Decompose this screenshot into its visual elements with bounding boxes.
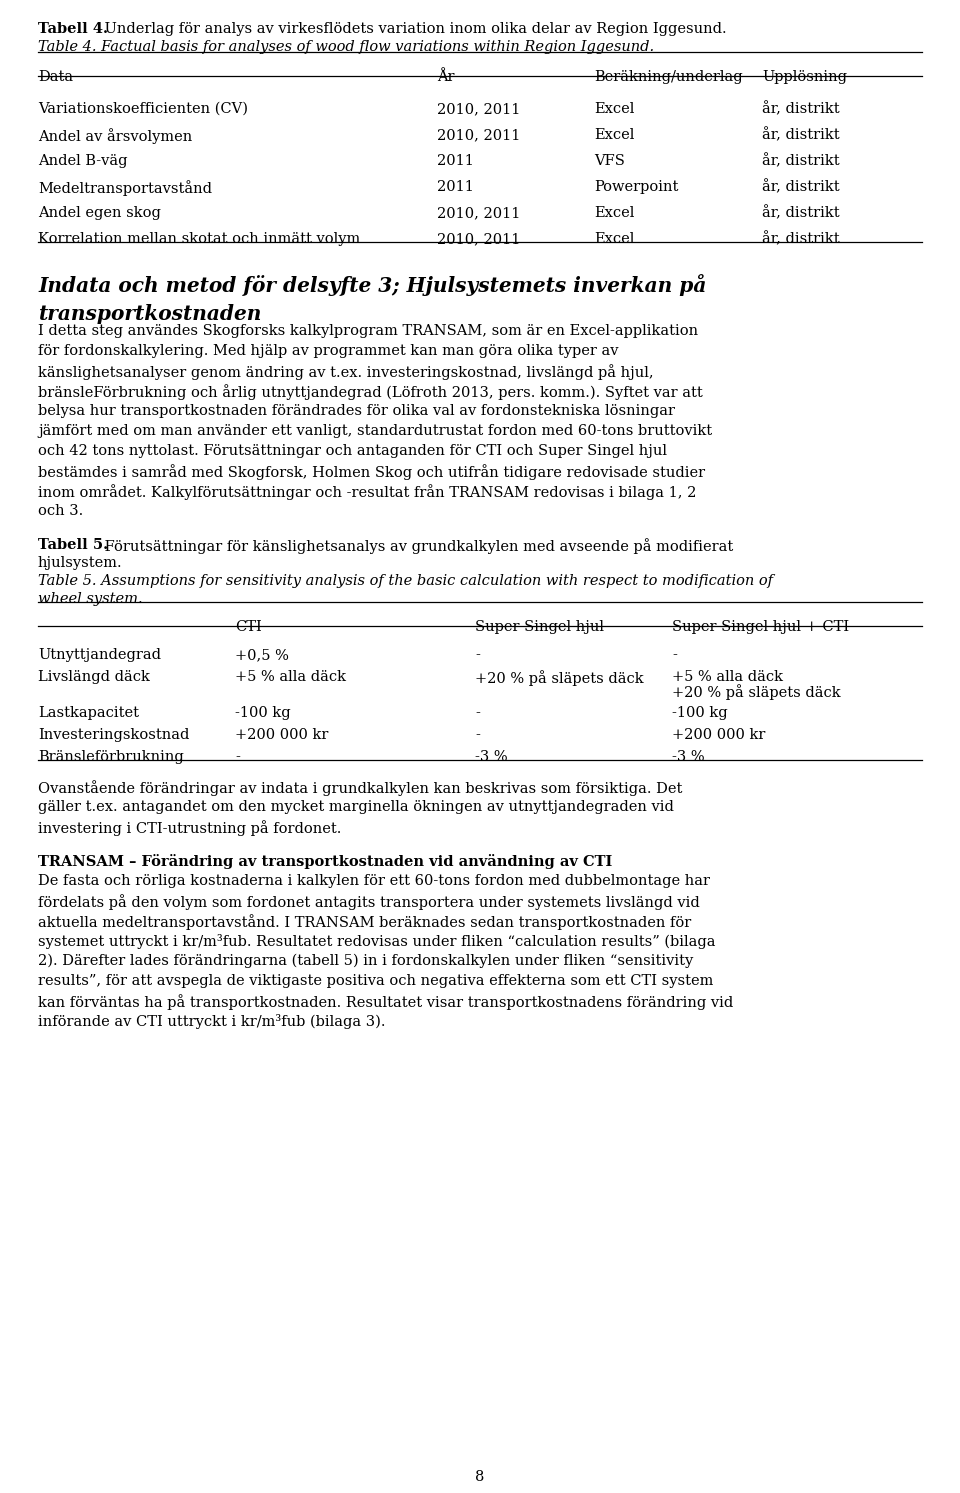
Text: Table 4. Factual basis for analyses of wood flow variations within Region Iggesu: Table 4. Factual basis for analyses of w… <box>38 40 654 54</box>
Text: -3 %: -3 % <box>672 749 705 764</box>
Text: Andel egen skog: Andel egen skog <box>38 206 161 219</box>
Text: 2010, 2011: 2010, 2011 <box>437 102 520 116</box>
Text: år, distrikt: år, distrikt <box>762 128 840 142</box>
Text: -100 kg: -100 kg <box>672 706 728 720</box>
Text: 2010, 2011: 2010, 2011 <box>437 231 520 246</box>
Text: Super Singel hjul: Super Singel hjul <box>475 620 604 635</box>
Text: hjulsystem.: hjulsystem. <box>38 555 123 570</box>
Text: Indata och metod för delsyfte 3; Hjulsystemets inverkan på: Indata och metod för delsyfte 3; Hjulsys… <box>38 275 707 296</box>
Text: belysa hur transportkostnaden förändrades för olika val av fordonstekniska lösni: belysa hur transportkostnaden förändrade… <box>38 405 675 418</box>
Text: Andel B-väg: Andel B-väg <box>38 154 128 169</box>
Text: Tabell 5.: Tabell 5. <box>38 537 108 552</box>
Text: 2010, 2011: 2010, 2011 <box>437 128 520 142</box>
Text: -: - <box>672 648 677 661</box>
Text: systemet uttryckt i kr/m³fub. Resultatet redovisas under fliken “calculation res: systemet uttryckt i kr/m³fub. Resultatet… <box>38 935 715 950</box>
Text: 2010, 2011: 2010, 2011 <box>437 206 520 219</box>
Text: gäller t.ex. antagandet om den mycket marginella ökningen av utnyttjandegraden v: gäller t.ex. antagandet om den mycket ma… <box>38 800 674 814</box>
Text: 2011: 2011 <box>437 154 474 169</box>
Text: Excel: Excel <box>594 231 635 246</box>
Text: år, distrikt: år, distrikt <box>762 181 840 194</box>
Text: Powerpoint: Powerpoint <box>594 181 679 194</box>
Text: VFS: VFS <box>594 154 625 169</box>
Text: år, distrikt: år, distrikt <box>762 206 840 221</box>
Text: år, distrikt: år, distrikt <box>762 154 840 169</box>
Text: aktuella medeltransportavstånd. I TRANSAM beräknades sedan transportkostnaden fö: aktuella medeltransportavstånd. I TRANSA… <box>38 914 691 930</box>
Text: transportkostnaden: transportkostnaden <box>38 305 261 324</box>
Text: Bränsleförbrukning: Bränsleförbrukning <box>38 749 183 764</box>
Text: +200 000 kr: +200 000 kr <box>235 729 328 742</box>
Text: Ovanstående förändringar av indata i grundkalkylen kan beskrivas som försiktiga.: Ovanstående förändringar av indata i gru… <box>38 779 683 796</box>
Text: Data: Data <box>38 70 73 84</box>
Text: Medeltransportavstånd: Medeltransportavstånd <box>38 181 212 196</box>
Text: Beräkning/underlag: Beräkning/underlag <box>594 70 743 84</box>
Text: +0,5 %: +0,5 % <box>235 648 289 661</box>
Text: De fasta och rörliga kostnaderna i kalkylen för ett 60-tons fordon med dubbelmon: De fasta och rörliga kostnaderna i kalky… <box>38 873 710 888</box>
Text: och 42 tons nyttolast. Förutsättningar och antaganden för CTI och Super Singel h: och 42 tons nyttolast. Förutsättningar o… <box>38 443 667 458</box>
Text: wheel system.: wheel system. <box>38 593 143 606</box>
Text: +200 000 kr: +200 000 kr <box>672 729 765 742</box>
Text: Andel av årsvolymen: Andel av årsvolymen <box>38 128 192 143</box>
Text: Tabell 4.: Tabell 4. <box>38 22 108 36</box>
Text: +5 % alla däck: +5 % alla däck <box>672 670 783 684</box>
Text: År: År <box>437 70 454 84</box>
Text: -100 kg: -100 kg <box>235 706 291 720</box>
Text: -: - <box>475 706 480 720</box>
Text: Super Singel hjul + CTI: Super Singel hjul + CTI <box>672 620 850 635</box>
Text: +5 % alla däck: +5 % alla däck <box>235 670 346 684</box>
Text: Variationskoefficienten (CV): Variationskoefficienten (CV) <box>38 102 248 116</box>
Text: -: - <box>235 749 240 764</box>
Text: -3 %: -3 % <box>475 749 508 764</box>
Text: införande av CTI uttryckt i kr/m³fub (bilaga 3).: införande av CTI uttryckt i kr/m³fub (bi… <box>38 1014 386 1029</box>
Text: år, distrikt: år, distrikt <box>762 231 840 246</box>
Text: CTI: CTI <box>235 620 262 635</box>
Text: +20 % på släpets däck: +20 % på släpets däck <box>672 684 841 700</box>
Text: för fordonskalkylering. Med hjälp av programmet kan man göra olika typer av: för fordonskalkylering. Med hjälp av pro… <box>38 343 618 358</box>
Text: Excel: Excel <box>594 102 635 116</box>
Text: TRANSAM – Förändring av transportkostnaden vid användning av CTI: TRANSAM – Förändring av transportkostnad… <box>38 854 612 869</box>
Text: Korrelation mellan skotat och inmätt volym: Korrelation mellan skotat och inmätt vol… <box>38 231 360 246</box>
Text: känslighetsanalyser genom ändring av t.ex. investeringskostnad, livslängd på hju: känslighetsanalyser genom ändring av t.e… <box>38 364 654 379</box>
Text: bränsleFörbrukning och årlig utnyttjandegrad (Löfroth 2013, pers. komm.). Syftet: bränsleFörbrukning och årlig utnyttjande… <box>38 384 703 400</box>
Text: Excel: Excel <box>594 128 635 142</box>
Text: Lastkapacitet: Lastkapacitet <box>38 706 139 720</box>
Text: Excel: Excel <box>594 206 635 219</box>
Text: Table 5. Assumptions for sensitivity analysis of the basic calculation with resp: Table 5. Assumptions for sensitivity ana… <box>38 573 773 588</box>
Text: -: - <box>475 729 480 742</box>
Text: Utnyttjandegrad: Utnyttjandegrad <box>38 648 161 661</box>
Text: -: - <box>475 648 480 661</box>
Text: Livslängd däck: Livslängd däck <box>38 670 150 684</box>
Text: results”, för att avspegla de viktigaste positiva och negativa effekterna som et: results”, för att avspegla de viktigaste… <box>38 973 713 988</box>
Text: Upplösning: Upplösning <box>762 70 847 84</box>
Text: inom området. Kalkylförutsättningar och -resultat från TRANSAM redovisas i bilag: inom området. Kalkylförutsättningar och … <box>38 484 696 500</box>
Text: år, distrikt: år, distrikt <box>762 102 840 116</box>
Text: kan förväntas ha på transportkostnaden. Resultatet visar transportkostnadens för: kan förväntas ha på transportkostnaden. … <box>38 994 733 1009</box>
Text: investering i CTI-utrustning på fordonet.: investering i CTI-utrustning på fordonet… <box>38 820 342 836</box>
Text: Underlag för analys av virkesflödets variation inom olika delar av Region Iggesu: Underlag för analys av virkesflödets var… <box>100 22 727 36</box>
Text: 2011: 2011 <box>437 181 474 194</box>
Text: bestämdes i samråd med Skogforsk, Holmen Skog och utifrån tidigare redovisade st: bestämdes i samråd med Skogforsk, Holmen… <box>38 464 706 479</box>
Text: jämfört med om man använder ett vanligt, standardutrustat fordon med 60-tons bru: jämfört med om man använder ett vanligt,… <box>38 424 712 437</box>
Text: fördelats på den volym som fordonet antagits transportera under systemets livslä: fördelats på den volym som fordonet anta… <box>38 894 700 909</box>
Text: Förutsättningar för känslighetsanalys av grundkalkylen med avseende på modifiera: Förutsättningar för känslighetsanalys av… <box>100 537 733 554</box>
Text: +20 % på släpets däck: +20 % på släpets däck <box>475 670 643 685</box>
Text: och 3.: och 3. <box>38 505 84 518</box>
Text: 8: 8 <box>475 1471 485 1484</box>
Text: I detta steg användes Skogforsks kalkylprogram TRANSAM, som är en Excel-applikat: I detta steg användes Skogforsks kalkylp… <box>38 324 698 337</box>
Text: 2). Därefter lades förändringarna (tabell 5) in i fordonskalkylen under fliken “: 2). Därefter lades förändringarna (tabel… <box>38 954 693 969</box>
Text: Investeringskostnad: Investeringskostnad <box>38 729 189 742</box>
